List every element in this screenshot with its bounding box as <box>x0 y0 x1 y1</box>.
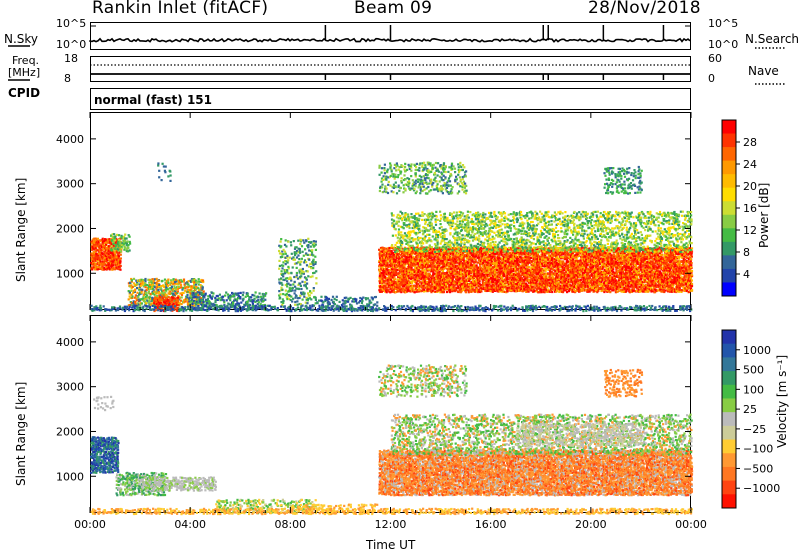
power-cell <box>124 240 126 242</box>
power-cell <box>145 292 147 294</box>
power-cell <box>91 266 93 268</box>
power-cell <box>148 291 150 293</box>
power-cell <box>148 299 150 301</box>
power-cell <box>112 267 114 269</box>
power-cell <box>141 289 143 291</box>
power-cell <box>118 239 120 241</box>
power-cell <box>114 239 116 241</box>
power-cell <box>111 245 113 247</box>
power-cell <box>137 296 139 298</box>
power-cell <box>136 292 138 294</box>
power-cell <box>126 237 128 239</box>
power-cell <box>128 298 130 300</box>
power-cell <box>127 247 129 249</box>
power-cell <box>120 254 122 256</box>
power-cell <box>145 302 147 304</box>
power-cell <box>112 264 114 266</box>
power-cell <box>117 248 119 250</box>
power-cell <box>129 236 131 238</box>
power-cell <box>113 233 115 235</box>
power-cell <box>140 285 142 287</box>
power-cell <box>119 269 121 271</box>
power-data-cells <box>90 162 693 313</box>
power-cell <box>141 302 143 304</box>
power-cell <box>131 296 133 298</box>
power-cell <box>131 279 133 281</box>
power-cell <box>119 241 121 243</box>
power-cell <box>120 265 122 267</box>
power-cell <box>141 292 143 294</box>
power-cell <box>118 234 120 236</box>
power-cell <box>145 286 147 288</box>
power-cell <box>136 287 138 289</box>
power-cell <box>114 252 116 254</box>
power-cell <box>123 249 125 251</box>
power-cell <box>139 304 141 306</box>
power-cell <box>134 289 136 291</box>
power-cell <box>112 243 114 245</box>
power-cell <box>98 264 100 266</box>
power-cell <box>129 243 131 245</box>
power-cell <box>124 234 126 236</box>
power-cell <box>120 257 122 259</box>
plot-canvas: 1000200030004000100020003000400000:00 04:… <box>0 0 800 554</box>
power-cell <box>119 247 121 249</box>
power-cell <box>144 280 146 282</box>
power-cell <box>133 278 135 280</box>
power-cell <box>114 254 116 256</box>
power-cell <box>136 283 138 285</box>
power-cell <box>132 286 134 288</box>
power-cell <box>146 294 148 296</box>
power-cell <box>110 248 112 250</box>
power-cell <box>119 260 121 262</box>
power-cell <box>136 299 138 301</box>
power-cell <box>116 234 118 236</box>
power-cell <box>146 289 148 291</box>
power-cell <box>130 290 132 292</box>
power-cell <box>97 238 99 240</box>
power-cell <box>144 278 146 280</box>
power-cell <box>120 250 122 252</box>
power-cell <box>129 249 131 251</box>
power-cell <box>126 240 128 242</box>
power-cell <box>115 244 117 246</box>
